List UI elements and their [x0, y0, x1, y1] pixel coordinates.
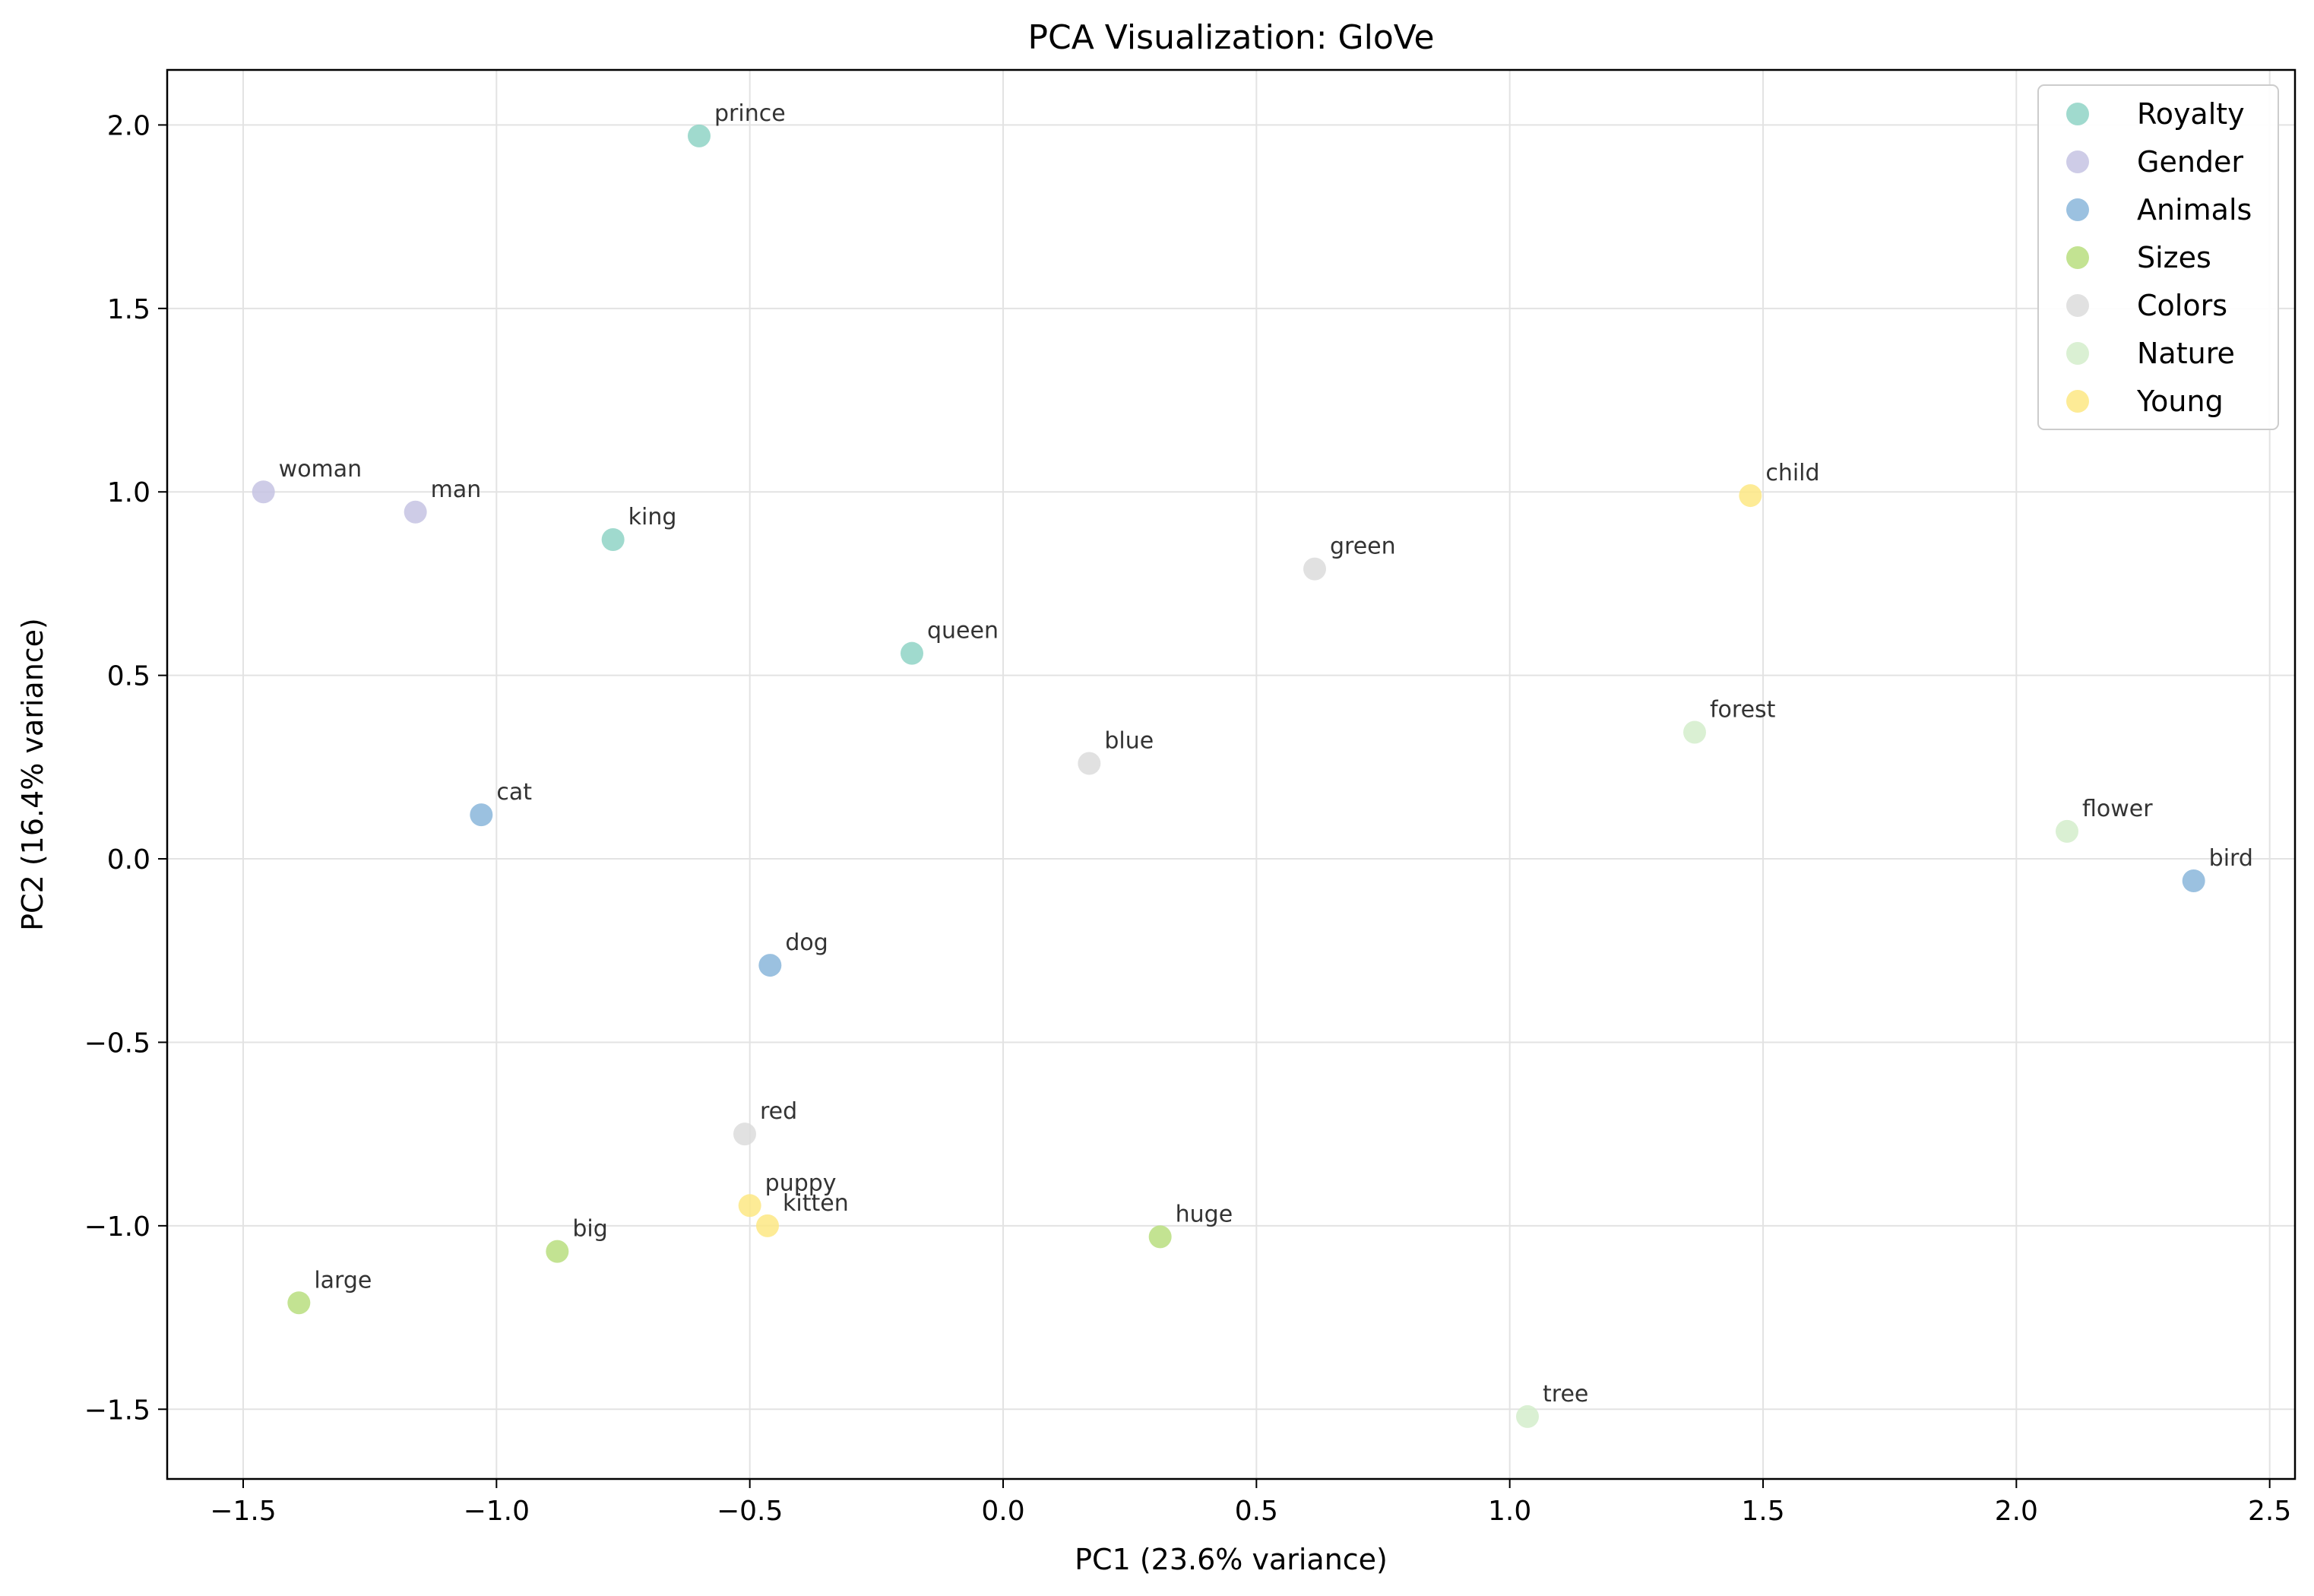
point-label: child [1765, 460, 1819, 486]
legend-label: Nature [2137, 337, 2235, 370]
data-point [287, 1291, 311, 1315]
x-tick-label: 1.0 [1488, 1496, 1531, 1527]
plot-frame [166, 68, 2297, 1480]
y-tick-label: 0.5 [107, 661, 150, 692]
legend-marker [2066, 342, 2089, 365]
x-tick-label: 2.5 [2248, 1496, 2291, 1527]
legend-marker [2066, 294, 2089, 317]
point-label: kitten [783, 1190, 849, 1217]
x-tick-label: 0.0 [981, 1496, 1024, 1527]
point-label: big [572, 1216, 607, 1243]
legend-marker [2066, 198, 2089, 221]
y-tick-label: −0.5 [84, 1028, 150, 1059]
point-label: green [1330, 534, 1396, 560]
x-tick-label: −1.5 [210, 1496, 276, 1527]
point-label: large [314, 1267, 372, 1294]
legend-label: Young [2136, 385, 2224, 418]
legend-marker [2066, 150, 2089, 173]
y-tick-label: 2.0 [107, 110, 150, 141]
point-label: huge [1176, 1201, 1233, 1227]
x-tick-label: 2.0 [1995, 1496, 2038, 1527]
point-label: dog [785, 929, 828, 956]
x-tick-label: −0.5 [717, 1496, 783, 1527]
legend-label: Sizes [2137, 241, 2211, 274]
y-axis-title: PC2 (16.4% variance) [16, 618, 49, 931]
point-label: queen [927, 618, 999, 644]
data-points: prince king queen woman man cat dog bird big larg… [252, 100, 2253, 1428]
data-point [1516, 1404, 1539, 1428]
legend: Royalty Gender Animals Sizes Colors Nature You… [2037, 84, 2279, 430]
x-tick-label: −1.0 [464, 1496, 530, 1527]
y-tick-label: 0.0 [107, 844, 150, 876]
data-point [546, 1240, 569, 1263]
data-point [1078, 752, 1101, 775]
point-label: cat [496, 779, 532, 806]
data-point [1148, 1225, 1172, 1249]
y-tick-label: −1.5 [84, 1395, 150, 1426]
point-label: bird [2209, 845, 2253, 872]
chart-title: PCA Visualization: GloVe [1027, 18, 1434, 57]
data-point [1739, 484, 1762, 508]
point-label: blue [1104, 728, 1154, 755]
data-point [252, 480, 275, 504]
x-tick-label: 1.5 [1741, 1496, 1784, 1527]
legend-box [2037, 84, 2279, 430]
point-label: woman [279, 456, 362, 483]
data-point [404, 500, 427, 524]
grid-lines [167, 70, 2295, 1479]
data-point [738, 1194, 761, 1218]
data-point [1683, 720, 1706, 744]
y-tick-label: 1.5 [107, 294, 150, 325]
point-label: king [628, 504, 677, 530]
point-label: tree [1543, 1381, 1588, 1408]
x-axis-title: PC1 (23.6% variance) [1075, 1543, 1388, 1576]
data-point [756, 1214, 779, 1237]
legend-marker [2066, 390, 2089, 413]
data-point [601, 528, 625, 551]
point-label: prince [714, 100, 786, 127]
point-label: man [431, 477, 482, 503]
point-label: flower [2082, 796, 2153, 822]
axis-ticks: −1.5 −1.0 −0.5 0.0 0.5 1.0 1.5 2.0 2.5 −1.5 −1.0 −0… [84, 110, 2292, 1527]
legend-label: Royalty [2137, 97, 2245, 131]
data-point [470, 803, 493, 827]
legend-marker [2066, 246, 2089, 269]
data-point [2182, 869, 2205, 893]
y-tick-label: 1.0 [107, 477, 150, 508]
legend-label: Gender [2137, 145, 2243, 179]
data-point [733, 1123, 756, 1146]
legend-marker [2066, 103, 2089, 125]
data-point [688, 124, 711, 147]
legend-label: Colors [2137, 289, 2227, 322]
data-point [2056, 819, 2078, 843]
point-label: puppy [765, 1170, 837, 1196]
data-point [758, 954, 782, 977]
point-label: red [760, 1098, 797, 1125]
legend-label: Animals [2137, 193, 2252, 226]
point-label: forest [1710, 696, 1776, 723]
y-tick-label: −1.0 [84, 1211, 150, 1243]
x-tick-label: 0.5 [1235, 1496, 1278, 1527]
data-point [1303, 557, 1326, 581]
data-point [901, 641, 923, 665]
